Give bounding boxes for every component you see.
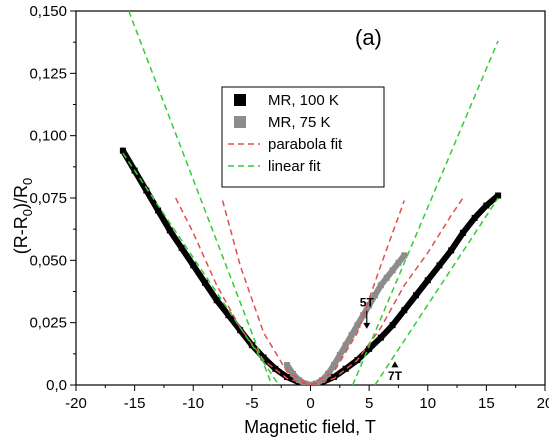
legend-label: MR, 75 K xyxy=(268,114,331,131)
fit-line xyxy=(122,152,280,385)
data-point xyxy=(459,229,466,236)
data-point xyxy=(354,322,361,329)
data-point xyxy=(213,297,220,304)
x-tick-label: -15 xyxy=(124,395,146,412)
legend-label: linear fit xyxy=(268,158,321,175)
data-point xyxy=(448,247,455,254)
legend-label: parabola fit xyxy=(268,136,343,153)
data-point xyxy=(348,332,355,339)
y-tick-label: 0,0 xyxy=(46,377,67,394)
data-point xyxy=(342,342,349,349)
data-point xyxy=(237,327,244,334)
legend-box xyxy=(221,86,385,188)
data-point xyxy=(377,282,384,289)
data-point xyxy=(366,302,373,309)
data-point xyxy=(325,370,332,377)
data-point xyxy=(272,365,279,372)
x-tick-label: 10 xyxy=(419,395,436,412)
annotation-arrowhead xyxy=(391,361,399,368)
x-tick-label: 20 xyxy=(537,395,549,412)
legend-label: MR, 100 K xyxy=(268,92,339,109)
data-point xyxy=(377,334,384,341)
fit-line xyxy=(221,200,406,385)
data-point xyxy=(190,262,197,269)
plot-frame xyxy=(75,10,546,386)
fit-line xyxy=(352,40,499,385)
y-tick-label: 0,075 xyxy=(29,190,67,207)
annotation-label: 7T xyxy=(388,369,403,383)
y-tick-label: 0,050 xyxy=(29,252,67,269)
data-point xyxy=(119,147,126,154)
data-point xyxy=(389,267,396,274)
y-tick-label: 0,100 xyxy=(29,128,67,145)
y-tick-label: 0,150 xyxy=(29,3,67,20)
data-point xyxy=(284,374,291,381)
y-axis-title-mid: )/R xyxy=(11,185,31,209)
data-point xyxy=(371,292,378,299)
fit-line xyxy=(174,197,464,385)
data-point xyxy=(436,262,443,269)
data-point xyxy=(143,187,150,194)
plot-area xyxy=(75,10,546,386)
data-point xyxy=(319,377,326,384)
y-axis-title: (R-R0)/R0 xyxy=(11,178,35,254)
data-point xyxy=(289,370,296,377)
data-point xyxy=(336,352,343,359)
annotations: 5T 7T xyxy=(360,296,403,383)
y-axis-title-sub1: 0 xyxy=(20,209,35,216)
x-tick-label: -5 xyxy=(245,395,258,412)
x-axis-title: Magnetic field, T xyxy=(244,417,376,437)
data-point xyxy=(201,279,208,286)
x-tick-label: -20 xyxy=(65,395,87,412)
data-point xyxy=(284,362,291,369)
panel-label: (a) xyxy=(355,25,382,50)
data-point xyxy=(389,322,396,329)
data-point xyxy=(366,345,373,352)
legend-marker xyxy=(234,94,246,106)
data-point xyxy=(295,377,302,384)
data-point xyxy=(424,277,431,284)
data-point xyxy=(166,227,173,234)
y-axis-title-main: (R-R xyxy=(11,216,31,254)
x-tick-label: 0 xyxy=(306,395,314,412)
data-point xyxy=(260,354,267,361)
data-point xyxy=(495,192,502,199)
annotation-label: 5T xyxy=(360,296,375,310)
axes-layer: -20 -15 -10 -5 0 5 10 15 20 0,0 0,025 0,050 0,075 0,1… xyxy=(29,3,549,412)
data-point xyxy=(383,274,390,281)
x-tick-label: 15 xyxy=(478,395,495,412)
data-point xyxy=(401,252,408,259)
series-layer xyxy=(119,11,502,385)
data-point xyxy=(330,374,337,381)
legend-marker xyxy=(234,116,246,128)
x-tick-label: -10 xyxy=(182,395,204,412)
data-point xyxy=(342,365,349,372)
data-point xyxy=(395,259,402,266)
fit-line xyxy=(374,197,499,385)
y-axis-title-sub2: 0 xyxy=(20,178,35,185)
y-tick-label: 0,025 xyxy=(29,315,67,332)
y-tick-label: 0,125 xyxy=(29,65,67,82)
series-line xyxy=(119,147,502,385)
data-point xyxy=(483,202,490,209)
x-tick-label: 5 xyxy=(365,395,373,412)
data-point xyxy=(401,307,408,314)
annotation-arrowhead xyxy=(363,322,371,329)
data-point xyxy=(155,207,162,214)
legend: MR, 100 K MR, 75 K parabola fit linear fit xyxy=(221,86,385,188)
data-point xyxy=(225,312,232,319)
data-point xyxy=(307,382,314,385)
fit-line xyxy=(128,11,273,385)
data-point xyxy=(330,362,337,369)
data-point xyxy=(471,214,478,221)
data-point xyxy=(178,244,185,251)
data-point xyxy=(413,292,420,299)
